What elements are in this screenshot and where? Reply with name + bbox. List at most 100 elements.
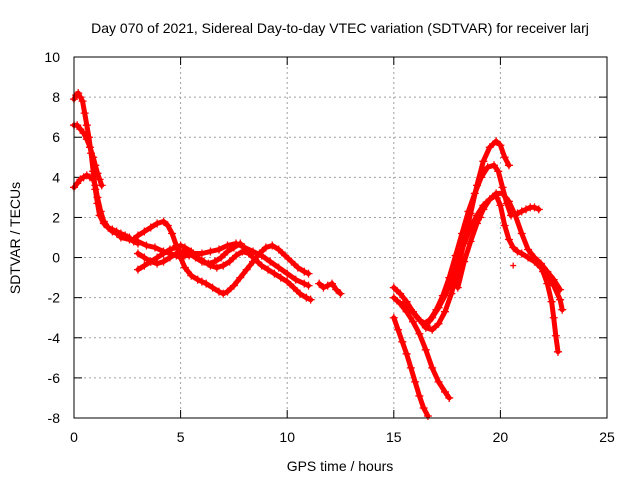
data-point: [477, 173, 486, 182]
data-point: [389, 283, 398, 292]
data-point: [197, 257, 206, 266]
data-point: [549, 313, 558, 322]
data-point: [236, 273, 245, 282]
data-point: [236, 239, 245, 248]
y-tick-label: 4: [52, 169, 60, 185]
data-markers: [70, 89, 567, 420]
data-point: [421, 321, 430, 330]
data-point: [176, 241, 185, 250]
data-point: [142, 241, 151, 250]
data-point: [140, 227, 149, 236]
data-point: [93, 193, 102, 202]
data-point: [539, 267, 548, 276]
data-point: [176, 253, 185, 262]
data-point: [553, 347, 562, 356]
series-track-16: [534, 259, 562, 356]
data-point: [494, 167, 503, 176]
data-point: [268, 241, 277, 250]
data-point: [225, 257, 234, 266]
data-point: [214, 287, 223, 296]
plot-frame: [73, 56, 608, 419]
data-point: [517, 249, 526, 258]
data-point: [400, 297, 409, 306]
data-point: [396, 289, 405, 298]
data-point: [82, 121, 91, 130]
data-point: [406, 305, 415, 314]
data-point: [287, 257, 296, 266]
data-point: [232, 251, 241, 260]
data-point: [172, 249, 181, 258]
data-point: [191, 253, 200, 262]
data-point: [193, 275, 202, 284]
series-track-5: [129, 217, 313, 298]
data-point: [91, 181, 100, 190]
y-tick-label: -2: [48, 290, 61, 306]
data-point: [415, 329, 424, 338]
data-point: [504, 197, 513, 206]
data-point: [423, 411, 432, 420]
data-point: [89, 153, 98, 162]
data-point: [472, 219, 481, 228]
series-track-2: [70, 121, 106, 190]
data-point: [389, 293, 398, 302]
y-tick-label: -6: [48, 370, 61, 386]
data-point: [398, 337, 407, 346]
data-point: [266, 257, 275, 266]
series-track-14: [453, 189, 565, 294]
data-point: [99, 217, 108, 226]
data-point: [276, 273, 285, 282]
y-tick-label: 2: [52, 209, 60, 225]
data-point: [413, 313, 422, 322]
data-point: [460, 239, 469, 248]
x-axis-label: GPS time / hours: [287, 458, 394, 474]
y-tick-label: -8: [48, 410, 61, 426]
data-point: [498, 189, 507, 198]
data-point: [336, 289, 345, 298]
series-trace: [131, 219, 311, 297]
data-point: [549, 275, 558, 284]
outlier-point: [478, 214, 485, 221]
data-point: [108, 227, 117, 236]
data-point: [490, 161, 499, 170]
data-point: [255, 249, 264, 258]
data-point: [447, 289, 456, 298]
data-point: [89, 175, 98, 184]
data-point: [453, 283, 462, 292]
data-point: [434, 377, 443, 386]
data-point: [517, 229, 526, 238]
data-point: [524, 245, 533, 254]
data-point: [133, 231, 142, 240]
data-point: [460, 257, 469, 266]
data-point: [295, 289, 304, 298]
data-point: [133, 249, 142, 258]
data-point: [406, 363, 415, 372]
data-point: [504, 235, 513, 244]
data-point: [509, 243, 518, 252]
data-point: [466, 237, 475, 246]
x-tick-label: 15: [386, 429, 402, 445]
data-point: [521, 205, 530, 214]
data-point: [104, 223, 113, 232]
data-point: [91, 161, 100, 170]
data-point: [244, 249, 253, 258]
data-point: [485, 143, 494, 152]
outlier-point: [510, 262, 517, 269]
data-point: [223, 247, 232, 256]
data-point: [402, 349, 411, 358]
data-point: [96, 207, 105, 216]
series-trace: [391, 295, 452, 401]
data-point: [76, 93, 85, 102]
data-point: [394, 325, 403, 334]
data-point: [140, 253, 149, 262]
data-point: [151, 243, 160, 252]
data-point: [408, 317, 417, 326]
data-point: [513, 247, 522, 256]
data-point: [479, 205, 488, 214]
data-point: [458, 229, 467, 238]
data-point: [229, 281, 238, 290]
data-point: [204, 259, 213, 268]
data-point: [513, 209, 522, 218]
data-point: [210, 257, 219, 266]
data-point: [238, 247, 247, 256]
